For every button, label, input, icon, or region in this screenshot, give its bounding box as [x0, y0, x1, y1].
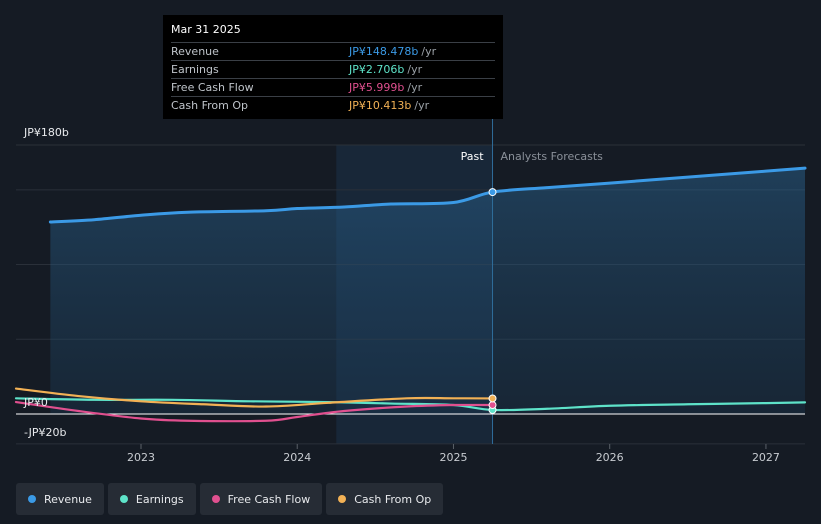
series-areas [50, 168, 806, 414]
x-tick-label: 2026 [596, 451, 624, 464]
legend-label: Cash From Op [354, 492, 432, 506]
line-free-cash-flow [14, 400, 494, 423]
legend-dot-icon [211, 495, 220, 503]
series-markers [488, 188, 497, 414]
tooltip-label: Earnings [171, 63, 219, 76]
tooltip-label: Cash From Op [171, 99, 249, 112]
tooltip-row-free-cash-flow: Free Cash Flow JP¥5.999b /yr [171, 78, 495, 96]
legend-item-earnings[interactable]: Earnings [107, 483, 196, 515]
marker-revenue [488, 188, 497, 197]
tooltip-value: JP¥2.706b [349, 63, 405, 76]
legend-item-free-cash-flow[interactable]: Free Cash Flow [199, 483, 323, 515]
forecast-label: Analysts Forecasts [501, 150, 604, 163]
legend-dot-icon [119, 495, 128, 503]
y-label-top: JP¥180b [23, 126, 69, 139]
legend-label: Revenue [44, 492, 92, 506]
x-tick-label: 2023 [127, 451, 155, 464]
tooltip-value: JP¥148.478b [349, 45, 419, 58]
marker-cash-from-op [488, 394, 497, 403]
legend-label: Earnings [135, 492, 184, 506]
tooltip-unit: /yr [407, 63, 423, 76]
past-label: Past [461, 150, 485, 163]
tooltip-value: JP¥10.413b [349, 99, 412, 112]
x-axis-ticks: 2023 2024 2025 2026 2027 [127, 444, 780, 464]
chart-legend: Revenue Earnings Free Cash Flow Cash Fro… [16, 483, 444, 515]
line-revenue [48, 166, 807, 224]
y-label-zero: JP¥0 [23, 396, 48, 409]
legend-item-revenue[interactable]: Revenue [16, 483, 104, 515]
tooltip-row-cash-from-op: Cash From Op JP¥10.413b /yr [171, 96, 495, 114]
tooltip-value: JP¥5.999b [349, 81, 405, 94]
legend-item-cash-from-op[interactable]: Cash From Op [326, 483, 444, 515]
line-cash-from-op [14, 387, 494, 408]
data-tooltip: Mar 31 2025 Revenue JP¥148.478b /yr Earn… [163, 15, 503, 119]
x-tick-label: 2024 [283, 451, 311, 464]
tooltip-unit: /yr [421, 45, 437, 58]
tooltip-date: Mar 31 2025 [171, 23, 241, 36]
area-revenue [50, 168, 806, 414]
marker-free-cash-flow [488, 401, 497, 410]
tooltip-row-earnings: Earnings JP¥2.706b /yr [171, 60, 495, 78]
legend-dot-icon [28, 495, 36, 503]
tooltip-label: Revenue [171, 45, 219, 58]
tooltip-unit: /yr [414, 99, 430, 112]
series-lines [14, 166, 807, 423]
y-label-bottom: -JP¥20b [24, 426, 66, 439]
legend-label: Free Cash Flow [227, 492, 311, 506]
x-tick-label: 2027 [752, 451, 780, 464]
line-chart: JP¥180b JP¥0 -JP¥20b Past Analysts Forec… [14, 118, 807, 464]
x-tick-label: 2025 [439, 451, 467, 464]
legend-dot-icon [338, 495, 347, 503]
tooltip-unit: /yr [407, 81, 423, 94]
tooltip-label: Free Cash Flow [171, 81, 254, 94]
tooltip-row-revenue: Revenue JP¥148.478b /yr [171, 42, 495, 60]
